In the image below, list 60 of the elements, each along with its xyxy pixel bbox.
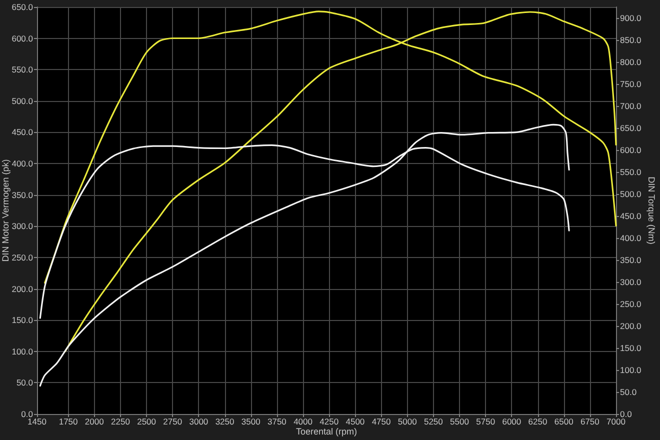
y2-tick-label: 250.0 (620, 299, 642, 309)
y2-tick-label: 100.0 (620, 365, 642, 375)
x-tick-label: 5500 (450, 416, 470, 426)
x-tick-label: 4750 (372, 416, 391, 426)
y-tick-label: 350.0 (12, 190, 34, 200)
y-tick-label: 0.0 (21, 409, 34, 419)
y-tick-label: 500.0 (12, 96, 34, 106)
y2-tick-label: 900.0 (620, 13, 642, 23)
x-tick-label: 3500 (241, 416, 261, 426)
y2-tick-label: 300.0 (620, 277, 642, 287)
y-axis-title: DIN Motor Vermogen (pk) (0, 159, 10, 262)
y2-tick-label: 200.0 (620, 321, 642, 331)
y-tick-label: 100.0 (12, 346, 34, 356)
x-tick-label: 7000 (606, 416, 626, 426)
x-tick-label: 4000 (294, 416, 313, 426)
y2-tick-label: 550.0 (620, 167, 642, 177)
y-tick-label: 450.0 (12, 127, 34, 138)
y-tick-label: 150.0 (12, 315, 34, 326)
x-tick-label: 3750 (267, 416, 287, 426)
y2-tick-label: 850.0 (620, 35, 642, 45)
x-tick-label: 4250 (320, 416, 339, 426)
x-tick-label: 2000 (84, 416, 104, 426)
y2-tick-label: 150.0 (620, 343, 642, 353)
x-tick-label: 5000 (398, 416, 418, 426)
y2-tick-label: 750.0 (620, 79, 642, 89)
y-tick-label: 250.0 (12, 252, 34, 262)
y2-tick-label: 0.0 (620, 409, 632, 419)
x-tick-label: 1750 (58, 416, 78, 426)
x-axis-title: Toerental (rpm) (296, 426, 358, 436)
x-tick-label: 1450 (28, 416, 47, 426)
y-tick-label: 400.0 (12, 158, 34, 169)
x-tick-label: 6250 (528, 416, 548, 426)
x-tick-label: 6000 (502, 416, 522, 426)
y2-tick-label: 800.0 (620, 57, 642, 67)
y2-tick-label: 700.0 (620, 101, 642, 111)
line-series (39, 124, 570, 387)
x-tick-label: 6750 (580, 416, 600, 426)
y-tick-label: 200.0 (12, 284, 34, 294)
y2-tick-label: 50.0 (620, 387, 637, 397)
y-tick-label: 50.0 (16, 378, 34, 388)
y-tick-label: 300.0 (12, 221, 34, 232)
y2-tick-label: 350.0 (620, 255, 642, 265)
y2-tick-label: 400.0 (620, 233, 642, 243)
x-tick-label: 3000 (189, 416, 208, 426)
x-tick-label: 2250 (111, 416, 130, 426)
y2-tick-label: 600.0 (620, 145, 642, 155)
x-tick-label: 2750 (163, 416, 182, 426)
x-tick-label: 6500 (554, 416, 574, 426)
x-tick-label: 3250 (215, 416, 235, 426)
y2-axis-title: DIN Torque (Nm) (646, 176, 656, 244)
x-tick-label: 4500 (346, 416, 365, 426)
y-tick-label: 650.0 (12, 2, 34, 12)
x-tick-label: 2500 (137, 416, 156, 426)
y-tick-label: 550.0 (12, 64, 34, 75)
y-tick-label: 600.0 (12, 33, 34, 44)
y2-tick-label: 500.0 (620, 189, 642, 199)
y2-tick-label: 650.0 (620, 123, 642, 133)
x-tick-label: 5750 (476, 416, 496, 426)
y2-tick-label: 450.0 (620, 211, 642, 221)
x-tick-label: 5250 (424, 416, 444, 426)
